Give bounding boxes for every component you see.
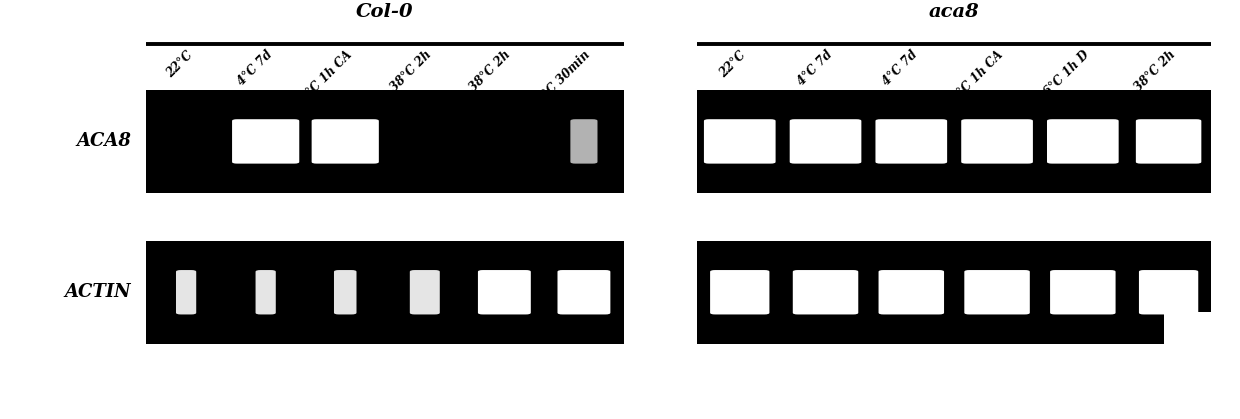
FancyBboxPatch shape (1136, 119, 1202, 163)
FancyBboxPatch shape (1047, 119, 1118, 163)
FancyBboxPatch shape (311, 119, 379, 163)
FancyBboxPatch shape (334, 270, 356, 314)
FancyBboxPatch shape (1138, 270, 1198, 314)
FancyBboxPatch shape (570, 119, 598, 163)
Text: 38°C 2h: 38°C 2h (1132, 48, 1178, 94)
FancyBboxPatch shape (875, 119, 947, 163)
Text: 4°C 7d: 4°C 7d (234, 48, 275, 88)
Text: -6°C 1h CA: -6°C 1h CA (946, 48, 1006, 108)
FancyBboxPatch shape (477, 270, 531, 314)
Text: 22°C: 22°C (164, 48, 195, 80)
Text: -6°C 1h D: -6°C 1h D (1038, 48, 1092, 102)
Text: ACA8: ACA8 (77, 132, 131, 150)
Bar (697, 241, 1211, 344)
FancyBboxPatch shape (879, 270, 944, 314)
FancyBboxPatch shape (792, 270, 858, 314)
FancyBboxPatch shape (790, 119, 862, 163)
Text: 45°C 30min: 45°C 30min (529, 48, 593, 112)
Bar (1164, 312, 1216, 344)
FancyBboxPatch shape (1050, 270, 1116, 314)
Text: 22°C: 22°C (718, 48, 749, 80)
Text: ACTIN: ACTIN (64, 283, 131, 301)
Text: Col-0: Col-0 (356, 3, 414, 21)
FancyBboxPatch shape (232, 119, 299, 163)
Bar (697, 90, 1211, 193)
FancyBboxPatch shape (965, 270, 1029, 314)
FancyBboxPatch shape (711, 270, 770, 314)
FancyBboxPatch shape (961, 119, 1033, 163)
Bar (146, 241, 624, 344)
Text: 4°C 7d: 4°C 7d (795, 48, 835, 88)
FancyBboxPatch shape (176, 270, 196, 314)
Text: -6°C 1h CA: -6°C 1h CA (295, 48, 355, 108)
Text: 38°C 2h: 38°C 2h (467, 48, 513, 94)
Bar (146, 90, 624, 193)
Text: aca8: aca8 (929, 3, 980, 21)
Text: 38°C 2h: 38°C 2h (388, 48, 434, 94)
Text: 4°C 7d: 4°C 7d (880, 48, 920, 88)
FancyBboxPatch shape (704, 119, 775, 163)
FancyBboxPatch shape (558, 270, 610, 314)
FancyBboxPatch shape (255, 270, 275, 314)
FancyBboxPatch shape (409, 270, 440, 314)
